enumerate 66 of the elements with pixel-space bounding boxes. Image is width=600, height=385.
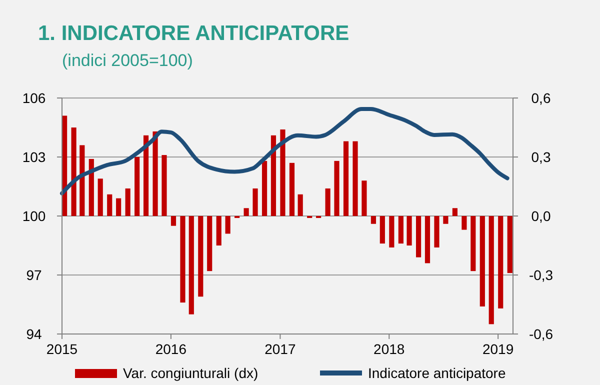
bar	[280, 129, 286, 216]
bar	[225, 216, 230, 234]
bar	[498, 216, 504, 308]
bar	[198, 216, 204, 297]
bar	[470, 216, 476, 272]
bar	[125, 188, 130, 216]
bar	[262, 160, 268, 216]
chart-title: 1. INDICATORE ANTICIPATORE	[38, 22, 350, 45]
bar	[134, 157, 140, 216]
bar	[389, 216, 394, 248]
bar	[162, 155, 167, 216]
x-tick-label: 2016	[155, 341, 187, 357]
y-tick-label: 97	[26, 266, 42, 283]
legend-label: Indicatore anticipatore	[368, 365, 506, 381]
y2-tick-label: -0,3	[528, 266, 554, 283]
bar	[380, 216, 385, 244]
bar	[443, 216, 448, 224]
legend-label: Var. congiunturali (dx)	[123, 365, 258, 381]
bar	[398, 216, 404, 244]
line-series	[60, 107, 510, 196]
bar	[143, 135, 149, 216]
y-tick-label: 100	[22, 208, 46, 224]
bar	[107, 194, 112, 216]
y2-tick-label: 0,3	[531, 148, 551, 165]
bar	[188, 216, 194, 314]
bar	[152, 131, 158, 216]
y2-tick-label: 0,6	[531, 90, 551, 106]
bar	[71, 128, 76, 216]
bar	[352, 141, 358, 216]
y2-tick-label: -0,6	[528, 326, 554, 342]
bar	[406, 216, 412, 246]
bar	[507, 216, 512, 274]
y2-tick-label: 0,0	[531, 208, 551, 224]
bar	[370, 216, 376, 224]
bar	[480, 216, 485, 306]
bar	[343, 141, 349, 216]
x-tick-label: 2015	[46, 341, 78, 357]
bar	[244, 208, 249, 216]
bar	[434, 216, 440, 248]
bar	[488, 216, 494, 324]
bar	[452, 208, 458, 216]
bar	[216, 216, 222, 246]
bar	[298, 194, 303, 216]
bar	[362, 180, 367, 216]
x-tick-label: 2017	[264, 341, 296, 357]
bar	[88, 158, 94, 216]
bar	[289, 162, 295, 216]
bar	[416, 216, 422, 258]
x-tick-label: 2018	[374, 341, 405, 357]
bar	[325, 188, 330, 216]
bar	[270, 135, 276, 216]
y-tick-label: 94	[26, 326, 42, 342]
bar	[424, 216, 430, 264]
y-tick-label: 106	[22, 90, 46, 106]
bar	[116, 198, 122, 216]
bar	[462, 216, 467, 230]
bar	[207, 216, 212, 272]
bar	[80, 145, 85, 216]
bar	[170, 216, 176, 226]
bar	[334, 160, 340, 216]
bar	[252, 188, 258, 216]
bar	[180, 216, 186, 303]
y-tick-label: 103	[22, 148, 46, 165]
chart-subtitle: (indici 2005=100)	[62, 51, 193, 70]
bar	[98, 178, 103, 216]
x-tick-label: 2019	[482, 341, 514, 357]
